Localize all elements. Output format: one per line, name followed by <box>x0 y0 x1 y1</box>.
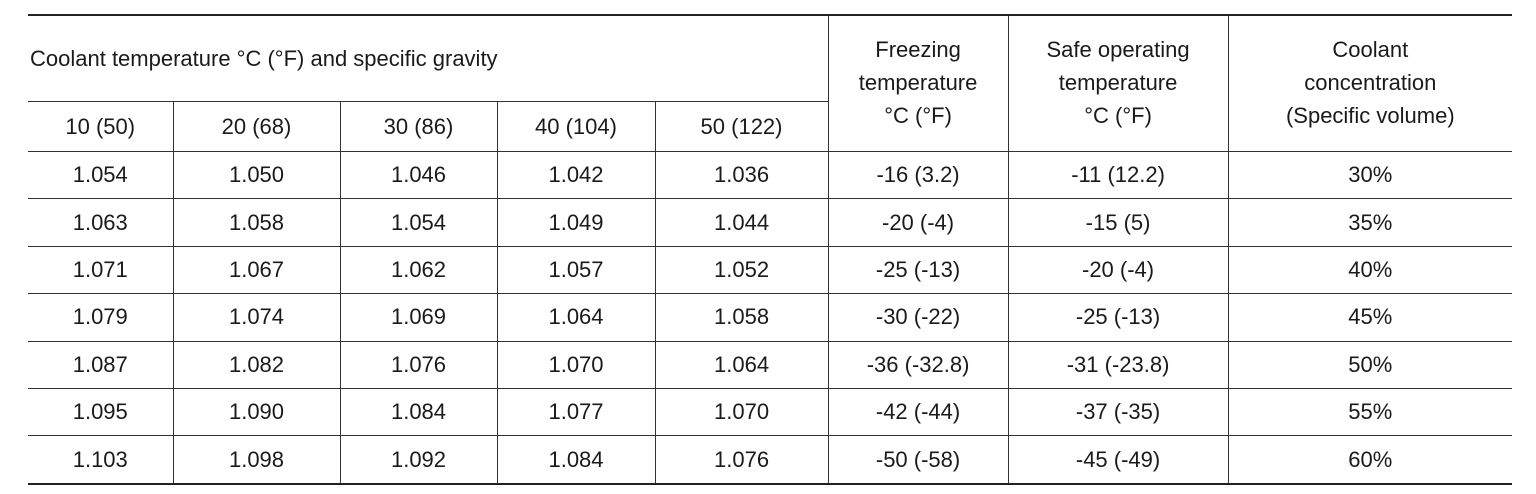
table-cell: -16 (3.2) <box>827 150 1009 200</box>
table-cell: 55% <box>1227 387 1513 437</box>
column-header: Safe operating temperature °C (°F) <box>1007 14 1229 152</box>
table-cell: 1.054 <box>28 150 174 200</box>
table-row: 1.054 1.050 1.046 1.042 1.036 -16 (3.2) -11 (1… <box>28 150 1513 200</box>
table-cell: 45% <box>1227 293 1513 342</box>
table-row: 1.095 1.090 1.084 1.077 1.070 -42 (-44) -37 (-… <box>28 387 1513 437</box>
table-body: 1.054 1.050 1.046 1.042 1.036 -16 (3.2) -11 (1… <box>28 150 1513 485</box>
table-cell: -20 (-4) <box>827 198 1009 247</box>
table-cell: 1.042 <box>496 150 656 200</box>
table-row: 1.071 1.067 1.062 1.057 1.052 -25 (-13) -20 (-… <box>28 245 1513 295</box>
table-cell: -42 (-44) <box>827 387 1009 437</box>
table-cell: 1.103 <box>28 435 174 485</box>
table-cell: 1.074 <box>172 293 341 342</box>
table-cell: 1.046 <box>339 150 498 200</box>
table-cell: 35% <box>1227 198 1513 247</box>
table-cell: 1.067 <box>172 245 341 295</box>
group-header: Coolant temperature °C (°F) and specific… <box>28 14 829 102</box>
table-row: 1.087 1.082 1.076 1.070 1.064 -36 (-32.8) -31 … <box>28 340 1513 389</box>
header-row: Coolant temperature °C (°F) and specific… <box>28 14 1513 152</box>
header-line: temperature <box>1058 70 1178 95</box>
header-line: Safe operating <box>1046 37 1190 62</box>
table-cell: -25 (-13) <box>827 245 1009 295</box>
table-cell: -30 (-22) <box>827 293 1009 342</box>
table-cell: 40% <box>1227 245 1513 295</box>
table-cell: 30% <box>1227 150 1513 200</box>
table-cell: 1.036 <box>654 150 829 200</box>
header-line: Freezing <box>875 37 961 62</box>
table-cell: 1.058 <box>654 293 829 342</box>
table-cell: 1.071 <box>28 245 174 295</box>
table-cell: -31 (-23.8) <box>1007 340 1229 389</box>
table-head: Coolant temperature °C (°F) and specific… <box>28 14 1513 152</box>
table-cell: -50 (-58) <box>827 435 1009 485</box>
table-cell: 1.050 <box>172 150 341 200</box>
header-line: temperature <box>858 70 978 95</box>
table-cell: 1.058 <box>172 198 341 247</box>
header-line: °C (°F) <box>884 103 952 128</box>
table-cell: -25 (-13) <box>1007 293 1229 342</box>
table-cell: 1.062 <box>339 245 498 295</box>
table-cell: 1.082 <box>172 340 341 389</box>
table-row: 1.079 1.074 1.069 1.064 1.058 -30 (-22) -25 (-… <box>28 293 1513 342</box>
coolant-table: Coolant temperature °C (°F) and specific… <box>28 14 1513 485</box>
header-row: 10 (50) 20 (68) 30 (86) 40 (104) 50 (122) <box>28 101 1512 152</box>
table-cell: 1.079 <box>28 293 174 342</box>
subcolumn-header: 10 (50) <box>28 101 174 152</box>
table-cell: 1.057 <box>496 245 656 295</box>
table-cell: 1.064 <box>496 293 656 342</box>
table-cell: -20 (-4) <box>1007 245 1229 295</box>
subcolumn-header: 20 (68) <box>172 101 341 152</box>
table-row: 1.063 1.058 1.054 1.049 1.044 -20 (-4) -15 (5)… <box>28 198 1513 247</box>
table-cell: -45 (-49) <box>1007 435 1229 485</box>
table-cell: 1.063 <box>28 198 174 247</box>
subcolumn-header: 50 (122) <box>654 101 829 152</box>
header-line: Coolant <box>1332 37 1409 62</box>
header-line: (Specific volume) <box>1285 103 1455 128</box>
table-cell: 1.095 <box>28 387 174 437</box>
column-header: Freezing temperature °C (°F) <box>827 14 1009 152</box>
table-cell: -15 (5) <box>1007 198 1229 247</box>
table-cell: 1.076 <box>339 340 498 389</box>
table-cell: -37 (-35) <box>1007 387 1229 437</box>
table-cell: 1.070 <box>496 340 656 389</box>
table-cell: 1.098 <box>172 435 341 485</box>
table-row: 1.103 1.098 1.092 1.084 1.076 -50 (-58) -45 (-… <box>28 435 1513 485</box>
table-cell: -36 (-32.8) <box>827 340 1009 389</box>
table-cell: 1.090 <box>172 387 341 437</box>
table-cell: 1.049 <box>496 198 656 247</box>
table-cell: -11 (12.2) <box>1007 150 1229 200</box>
table-cell: 1.092 <box>339 435 498 485</box>
header-line: concentration <box>1304 70 1437 95</box>
table-cell: 1.044 <box>654 198 829 247</box>
table-cell: 1.077 <box>496 387 656 437</box>
table-cell: 1.054 <box>339 198 498 247</box>
table-cell: 1.069 <box>339 293 498 342</box>
table-cell: 1.070 <box>654 387 829 437</box>
table-cell: 1.087 <box>28 340 174 389</box>
table-cell: 1.064 <box>654 340 829 389</box>
table-cell: 1.084 <box>496 435 656 485</box>
column-header: Coolant concentration (Specific volume) <box>1227 14 1513 152</box>
table-cell: 1.076 <box>654 435 829 485</box>
subcolumn-header: 30 (86) <box>339 101 498 152</box>
table-cell: 50% <box>1227 340 1513 389</box>
subcolumn-header: 40 (104) <box>496 101 656 152</box>
table-cell: 1.084 <box>339 387 498 437</box>
header-line: °C (°F) <box>1084 103 1152 128</box>
table-cell: 60% <box>1227 435 1513 485</box>
table-cell: 1.052 <box>654 245 829 295</box>
